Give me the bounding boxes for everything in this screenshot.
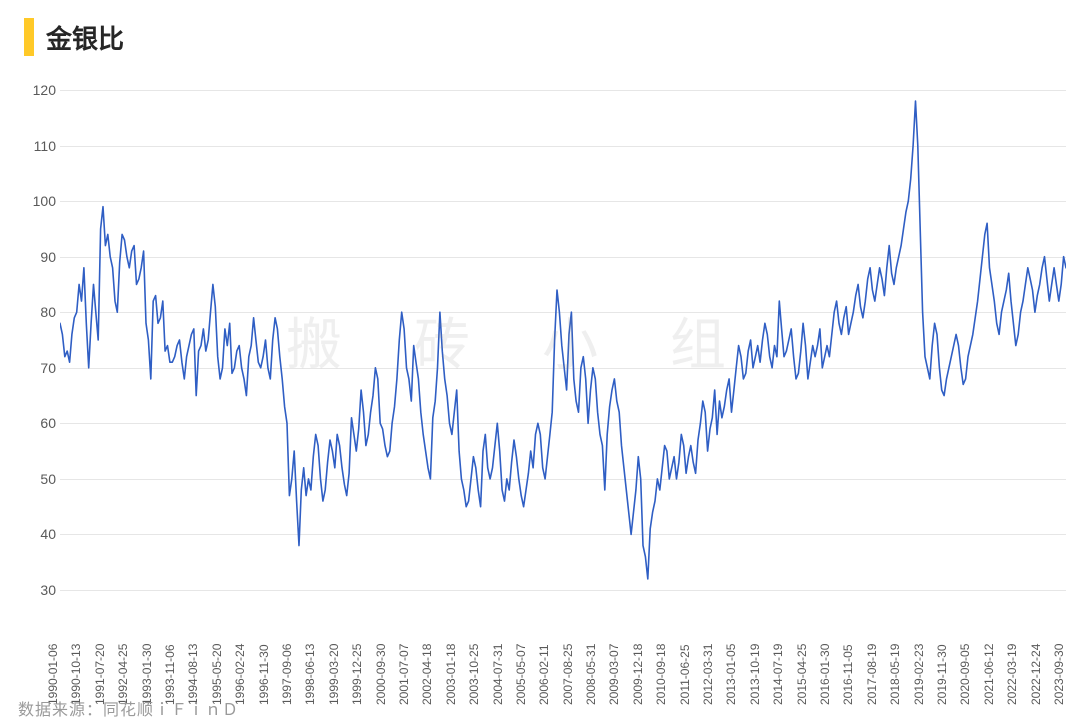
chart-area: 30405060708090100110120 搬砖小组	[18, 90, 1066, 590]
x-tick-label: 1997-09-06	[280, 644, 294, 705]
y-axis: 30405060708090100110120	[18, 90, 60, 590]
x-tick-label: 2013-10-19	[748, 644, 762, 705]
y-tick-label: 120	[33, 82, 56, 98]
x-tick-label: 2003-10-25	[467, 644, 481, 705]
y-tick-label: 100	[33, 193, 56, 209]
x-tick-label: 2019-02-23	[912, 644, 926, 705]
x-tick-label: 2017-08-19	[865, 644, 879, 705]
title-block: 金银比	[24, 18, 124, 56]
y-tick-label: 60	[40, 415, 56, 431]
x-tick-label: 2005-05-07	[514, 644, 528, 705]
x-tick-label: 2004-07-31	[491, 644, 505, 705]
y-tick-label: 90	[40, 249, 56, 265]
x-tick-label: 2002-04-18	[420, 644, 434, 705]
x-tick-label: 2007-08-25	[561, 644, 575, 705]
x-tick-label: 2016-01-30	[818, 644, 832, 705]
line-series	[60, 101, 1066, 579]
x-tick-label: 1999-12-25	[350, 644, 364, 705]
x-tick-label: 2015-04-25	[795, 644, 809, 705]
x-tick-label: 2020-09-05	[958, 644, 972, 705]
x-tick-label: 2008-05-31	[584, 644, 598, 705]
x-tick-label: 2021-06-12	[982, 644, 996, 705]
line-series-svg	[60, 90, 1066, 590]
x-tick-label: 1996-11-30	[257, 645, 271, 706]
x-tick-label: 2013-01-05	[724, 644, 738, 705]
x-tick-label: 1999-03-20	[327, 644, 341, 705]
x-tick-label: 2023-09-30	[1052, 644, 1066, 705]
gridline	[60, 590, 1066, 591]
x-tick-label: 2022-12-24	[1029, 644, 1043, 705]
x-tick-label: 2000-09-30	[374, 644, 388, 705]
x-tick-label: 2022-03-19	[1005, 644, 1019, 705]
y-tick-label: 80	[40, 304, 56, 320]
x-tick-label: 2006-02-11	[537, 645, 551, 706]
title-accent-bar	[24, 18, 34, 56]
x-tick-label: 2012-03-31	[701, 644, 715, 705]
x-tick-label: 2010-09-18	[654, 644, 668, 705]
x-tick-label: 2009-03-07	[607, 644, 621, 705]
x-tick-label: 2014-07-19	[771, 644, 785, 705]
x-tick-label: 1998-06-13	[303, 644, 317, 705]
plot-region	[60, 90, 1066, 590]
y-tick-label: 50	[40, 471, 56, 487]
y-tick-label: 110	[34, 138, 56, 154]
x-axis: 1990-01-061990-10-131991-07-201992-04-25…	[60, 595, 1066, 705]
y-tick-label: 70	[40, 360, 56, 376]
x-tick-label: 2011-06-25	[678, 645, 692, 706]
y-tick-label: 30	[40, 582, 56, 598]
y-tick-label: 40	[40, 526, 56, 542]
x-tick-label: 2018-05-19	[888, 644, 902, 705]
x-tick-label: 2016-11-05	[841, 645, 855, 706]
x-tick-label: 2009-12-18	[631, 644, 645, 705]
x-tick-label: 2001-07-07	[397, 644, 411, 705]
chart-title: 金银比	[46, 19, 124, 56]
chart-card: 金银比 30405060708090100110120 搬砖小组 1990-01…	[0, 0, 1080, 724]
x-tick-label: 2019-11-30	[935, 645, 949, 706]
data-source-label: 数据来源：同花顺ｉＦｉｎＤ	[18, 696, 239, 720]
x-tick-label: 2003-01-18	[444, 644, 458, 705]
